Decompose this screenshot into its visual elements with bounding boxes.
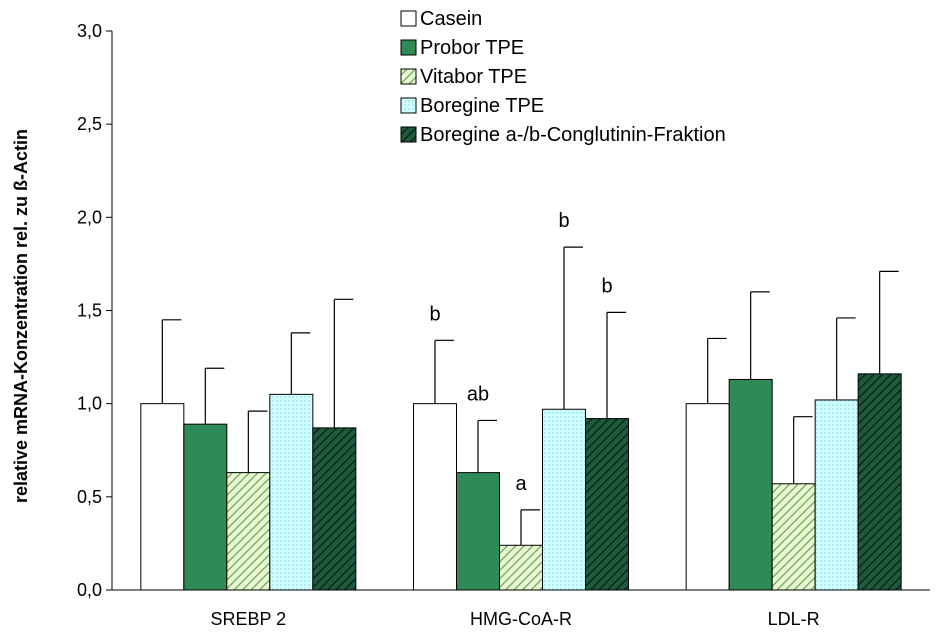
bar: [857, 373, 902, 591]
y-tick-label: 1,0: [77, 394, 102, 414]
bar: [413, 403, 457, 591]
y-tick-label: 0,5: [77, 487, 102, 507]
bar: [499, 544, 543, 591]
legend-swatch: [400, 68, 417, 85]
bar: [585, 418, 629, 591]
legend: Casein Probor TPE Vitabor TPE Boregine TPE B…: [400, 8, 726, 146]
y-tick-label: 3,0: [77, 21, 102, 41]
y-tick-label: 1,5: [77, 301, 102, 321]
bar: [685, 403, 730, 591]
legend-swatch: [400, 97, 417, 114]
significance-label: a: [515, 473, 527, 495]
bar: [728, 378, 773, 591]
bar: [269, 393, 314, 591]
y-tick-label: 2,5: [77, 114, 102, 134]
legend-swatch: [400, 10, 417, 27]
bar: [814, 399, 859, 591]
bar: [183, 423, 228, 591]
legend-label: Probor TPE: [420, 37, 524, 59]
bar: [542, 408, 586, 591]
y-tick-label: 2,0: [77, 207, 102, 227]
bar: [771, 483, 816, 591]
bar: [226, 472, 271, 591]
legend-swatch: [400, 126, 417, 143]
category-label: SREBP 2: [210, 609, 286, 629]
y-tick-label: 0,0: [77, 580, 102, 600]
category-labels-group: SREBP 2 HMG-CoA-R LDL-R: [210, 609, 819, 629]
significance-label: b: [429, 303, 440, 325]
legend-swatch: [400, 39, 417, 56]
y-axis-ticks: 0,0 0,5 1,0 1,5 2,0 2,5 3,0: [77, 21, 112, 600]
legend-label: Vitabor TPE: [420, 66, 527, 88]
bar: [456, 472, 500, 591]
significance-label: ab: [467, 383, 489, 405]
bar: [312, 427, 357, 591]
significance-label: b: [558, 210, 569, 232]
category-label: HMG-CoA-R: [470, 609, 572, 629]
category-label: LDL-R: [768, 609, 820, 629]
y-axis-title: relative mRNA-Konzentration rel. zu ß-Ac…: [11, 129, 31, 503]
significance-label: b: [601, 275, 612, 297]
legend-label: Boregine TPE: [420, 95, 544, 117]
legend-label: Boregine a-/b-Conglutinin-Fraktion: [420, 124, 726, 146]
legend-label: Casein: [420, 8, 482, 30]
bars-group: [140, 373, 902, 591]
error-bars-group: [161, 246, 899, 546]
bar: [140, 403, 185, 591]
